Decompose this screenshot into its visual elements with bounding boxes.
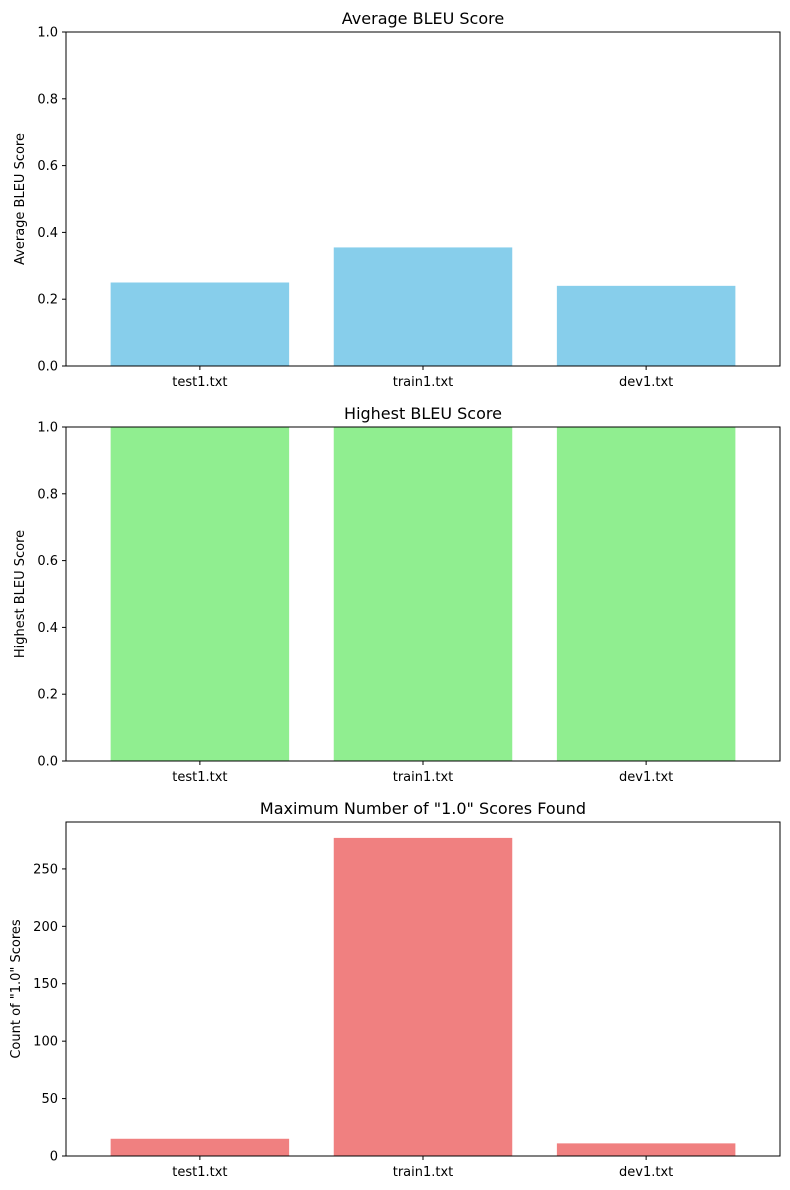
x-tick-label: dev1.txt	[619, 375, 673, 390]
bar	[556, 285, 736, 366]
y-tick-label: 0.0	[37, 755, 58, 770]
x-tick-label: dev1.txt	[619, 770, 673, 785]
y-tick-label: 0.4	[37, 621, 58, 636]
bar	[110, 427, 290, 761]
chart-panel-average-bleu: Average BLEU Score Average BLEU Score te…	[13, 9, 781, 390]
bar	[556, 1143, 736, 1156]
y-tick-label: 0.4	[37, 226, 58, 241]
chart-title: Average BLEU Score	[342, 9, 504, 28]
y-tick-label: 0.8	[37, 487, 58, 502]
y-axis-label: Highest BLEU Score	[13, 530, 28, 658]
chart-title: Highest BLEU Score	[344, 404, 502, 423]
plot-frame	[65, 426, 781, 762]
y-tick-label: 200	[33, 920, 58, 935]
x-tick-label: train1.txt	[393, 1165, 454, 1180]
y-axis-label: Average BLEU Score	[13, 133, 28, 265]
y-tick-label: 0	[50, 1150, 58, 1165]
y-tick-label: 150	[33, 977, 58, 992]
x-tick-label: test1.txt	[172, 770, 227, 785]
y-tick-label: 0.8	[37, 92, 58, 107]
chart-title: Maximum Number of "1.0" Scores Found	[260, 799, 586, 818]
x-tick-label: train1.txt	[393, 770, 454, 785]
bar	[333, 837, 513, 1156]
y-tick-label: 1.0	[37, 26, 58, 41]
plot-frame	[65, 821, 781, 1157]
bar	[333, 247, 513, 366]
y-tick-label: 250	[33, 862, 58, 877]
x-tick-label: test1.txt	[172, 375, 227, 390]
bar	[333, 427, 513, 761]
x-tick-label: test1.txt	[172, 1165, 227, 1180]
bar	[556, 427, 736, 761]
bar	[110, 1138, 290, 1156]
y-tick-label: 0.6	[37, 159, 58, 174]
chart-panel-max-count: Maximum Number of "1.0" Scores Found Cou…	[9, 799, 781, 1180]
y-tick-label: 1.0	[37, 421, 58, 436]
bar	[110, 282, 290, 366]
y-tick-label: 0.0	[37, 360, 58, 375]
plot-frame	[65, 31, 781, 367]
y-tick-label: 0.2	[37, 688, 58, 703]
x-tick-label: train1.txt	[393, 375, 454, 390]
chart-panel-highest-bleu: Highest BLEU Score Highest BLEU Score te…	[13, 404, 781, 785]
y-tick-label: 50	[41, 1092, 58, 1107]
y-tick-label: 100	[33, 1035, 58, 1050]
y-axis-label: Count of "1.0" Scores	[9, 919, 24, 1059]
y-tick-label: 0.6	[37, 554, 58, 569]
x-tick-label: dev1.txt	[619, 1165, 673, 1180]
y-tick-label: 0.2	[37, 293, 58, 308]
